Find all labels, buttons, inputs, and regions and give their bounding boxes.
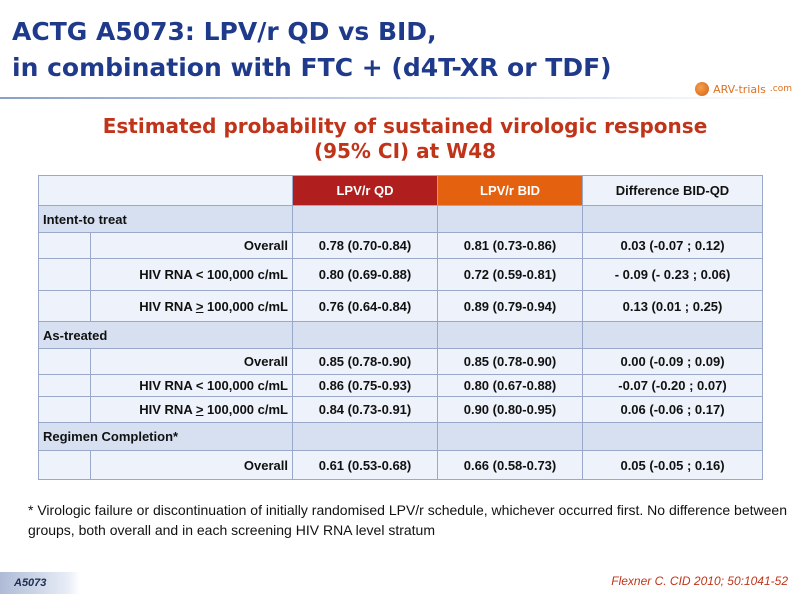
table-row: Overall 0.85 (0.78-0.90) 0.85 (0.78-0.90) 0… xyxy=(38,348,763,375)
table-header-row: LPV/r QD LPV/r BID Difference BID-QD xyxy=(38,175,763,206)
row-label: HIV RNA > 100,000 c/mL xyxy=(90,396,293,423)
indent-cell xyxy=(38,450,91,480)
logo-mark-icon xyxy=(695,82,710,96)
bid-value: 0.81 (0.73-0.86) xyxy=(437,232,583,259)
section-empty-cell xyxy=(582,422,763,451)
qd-value: 0.78 (0.70-0.84) xyxy=(292,232,438,259)
qd-value: 0.80 (0.69-0.88) xyxy=(292,258,438,291)
citation: Flexner C. CID 2010; 50:1041-52 xyxy=(611,574,788,588)
difference-value: - 0.09 (- 0.23 ; 0.06) xyxy=(582,258,763,291)
qd-value: 0.76 (0.64-0.84) xyxy=(292,290,438,322)
section-empty-cell xyxy=(582,321,763,349)
slide-title: ACTG A5073: LPV/r QD vs BID, in combinat… xyxy=(12,14,692,86)
row-label: Overall xyxy=(90,232,293,259)
bid-value: 0.90 (0.80-0.95) xyxy=(437,396,583,423)
table-row: HIV RNA < 100,000 c/mL 0.80 (0.69-0.88) 0.… xyxy=(38,258,763,291)
section-empty-cell xyxy=(292,321,438,349)
section-empty-cell xyxy=(292,422,438,451)
qd-value: 0.85 (0.78-0.90) xyxy=(292,348,438,375)
row-label-suffix: 100,000 c/mL xyxy=(203,402,288,417)
difference-value: 0.05 (-0.05 ; 0.16) xyxy=(582,450,763,480)
indent-cell xyxy=(38,348,91,375)
row-label-prefix: HIV RNA xyxy=(139,298,196,314)
slide-title-line-2: in combination with FTC + (d4T-XR or TDF… xyxy=(12,53,612,82)
table-heading-line-2: (95% CI) at W48 xyxy=(313,139,497,163)
indent-cell xyxy=(38,258,91,291)
bid-value: 0.89 (0.79-0.94) xyxy=(437,290,583,322)
header-difference: Difference BID-QD xyxy=(582,175,763,206)
row-label: HIV RNA < 100,000 c/mL xyxy=(90,374,293,397)
section-empty-cell xyxy=(437,321,583,349)
qd-value: 0.86 (0.75-0.93) xyxy=(292,374,438,397)
section-label: Regimen Completion* xyxy=(38,422,293,451)
section-empty-cell xyxy=(437,205,583,233)
footnote: * Virologic failure or discontinuation o… xyxy=(28,502,787,538)
table-heading: Estimated probability of sustained virol… xyxy=(60,114,750,164)
section-empty-cell xyxy=(437,422,583,451)
table-row: Overall 0.61 (0.53-0.68) 0.66 (0.58-0.73) 0… xyxy=(38,450,763,480)
indent-cell xyxy=(38,396,91,423)
difference-value: 0.06 (-0.06 ; 0.17) xyxy=(582,396,763,423)
qd-value: 0.84 (0.73-0.91) xyxy=(292,396,438,423)
header-lpvr-qd: LPV/r QD xyxy=(292,175,438,206)
row-label: HIV RNA > 100,000 c/mL xyxy=(90,290,293,322)
header-divider xyxy=(0,97,800,99)
section-label: Intent-to treat xyxy=(38,205,293,233)
section-empty-cell xyxy=(292,205,438,233)
row-label: Overall xyxy=(90,450,293,480)
difference-value: 0.13 (0.01 ; 0.25) xyxy=(582,290,763,322)
indent-cell xyxy=(38,290,91,322)
table-row: Overall 0.78 (0.70-0.84) 0.81 (0.73-0.86) 0… xyxy=(38,232,763,259)
slide-title-line-1: ACTG A5073: LPV/r QD vs BID, xyxy=(12,17,437,46)
bid-value: 0.72 (0.59-0.81) xyxy=(437,258,583,291)
section-row: Intent-to treat xyxy=(38,205,763,233)
difference-value: 0.00 (-0.09 ; 0.09) xyxy=(582,348,763,375)
logo-text: ARV-trials xyxy=(713,82,766,96)
table-row: HIV RNA > 100,000 c/mL 0.76 (0.64-0.84) 0.… xyxy=(38,290,763,322)
row-label: HIV RNA < 100,000 c/mL xyxy=(90,258,293,291)
row-label: Overall xyxy=(90,348,293,375)
section-row: Regimen Completion* xyxy=(38,422,763,451)
difference-value: 0.03 (-0.07 ; 0.12) xyxy=(582,232,763,259)
greater-equal-symbol: > xyxy=(195,402,204,417)
row-label-prefix: HIV RNA xyxy=(139,402,196,417)
section-label: As-treated xyxy=(38,321,293,349)
qd-value: 0.61 (0.53-0.68) xyxy=(292,450,438,480)
row-label-suffix: 100,000 c/mL xyxy=(203,298,288,314)
section-empty-cell xyxy=(582,205,763,233)
study-tag: A5073 xyxy=(0,572,80,594)
table-row: HIV RNA < 100,000 c/mL 0.86 (0.75-0.93) 0.… xyxy=(38,374,763,397)
table-row: HIV RNA > 100,000 c/mL 0.84 (0.73-0.91) 0.… xyxy=(38,396,763,423)
greater-equal-symbol: > xyxy=(195,298,204,314)
header-blank-cell xyxy=(38,175,293,206)
section-row: As-treated xyxy=(38,321,763,349)
arv-trials-logo: ARV-trials .com xyxy=(695,78,792,100)
header-lpvr-bid: LPV/r BID xyxy=(437,175,583,206)
difference-value: -0.07 (-0.20 ; 0.07) xyxy=(582,374,763,397)
indent-cell xyxy=(38,232,91,259)
bid-value: 0.66 (0.58-0.73) xyxy=(437,450,583,480)
table-heading-line-1: Estimated probability of sustained virol… xyxy=(102,114,708,138)
bid-value: 0.85 (0.78-0.90) xyxy=(437,348,583,375)
indent-cell xyxy=(38,374,91,397)
logo-suffix: .com xyxy=(769,84,792,94)
bid-value: 0.80 (0.67-0.88) xyxy=(437,374,583,397)
results-table: LPV/r QD LPV/r BID Difference BID-QD Int… xyxy=(38,175,763,480)
